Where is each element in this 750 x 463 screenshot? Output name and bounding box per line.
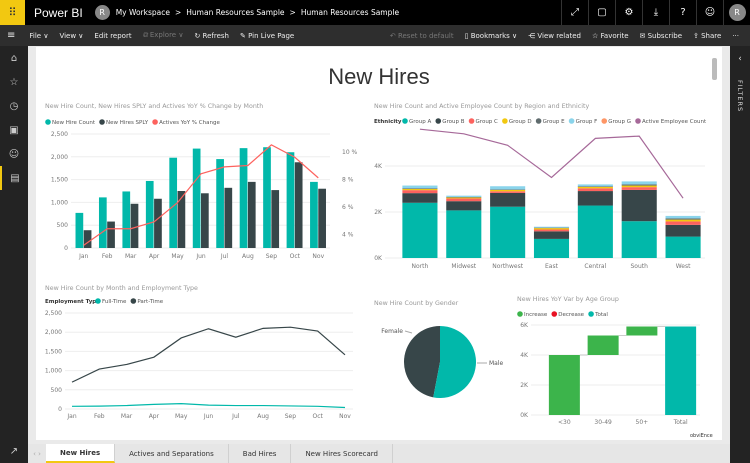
user-avatar[interactable]: R [723, 0, 750, 25]
reset-label: Reset to default [397, 31, 454, 40]
comment-icon[interactable]: ▢ [588, 0, 615, 25]
report-page: New Hires [36, 47, 722, 440]
help-icon[interactable]: ? [669, 0, 696, 25]
filters-label: FILTERS [736, 80, 744, 113]
view-menu[interactable]: View ∨ [59, 31, 84, 40]
app-launcher-icon[interactable]: ⠿ [0, 0, 25, 25]
pin-label: Pin Live Page [248, 31, 295, 40]
subscribe-label: Subscribe [647, 31, 683, 40]
chevron-right-icon: > [174, 8, 182, 17]
app-name: Power BI [34, 5, 83, 20]
toolbar: ≡ File ∨ View ∨ Edit report ⧉ Explore ∨ … [0, 25, 750, 46]
breadcrumb-item[interactable]: Human Resources Sample [300, 8, 400, 17]
breadcrumb-workspace[interactable]: My Workspace [115, 8, 170, 17]
refresh-label: Refresh [202, 31, 229, 40]
tab-actives-and-separations[interactable]: Actives and Separations [115, 444, 229, 463]
chevron-left-icon[interactable]: ‹ [738, 54, 742, 64]
top-bar: ⠿ Power BI R My Workspace > Human Resour… [0, 0, 750, 25]
reset-to-default-button[interactable]: ↶ Reset to default [389, 31, 454, 40]
workspace-avatar: R [94, 5, 110, 20]
chevron-right-icon: > [289, 8, 296, 17]
page-title: New Hires [328, 64, 430, 89]
gear-icon[interactable]: ⚙ [615, 0, 642, 25]
explore-menu[interactable]: ⧉ Explore ∨ [143, 31, 184, 40]
download-icon[interactable]: ⤓ [642, 0, 669, 25]
workspaces-icon[interactable]: ▤ [0, 166, 28, 190]
pin-icon: ✎ [239, 31, 249, 40]
view-related-button[interactable]: ⋲ View related [528, 31, 582, 40]
more-options-button[interactable]: ··· [732, 31, 739, 40]
explore-icon: ⧉ [142, 31, 150, 39]
breadcrumb-item[interactable]: Human Resources Sample [186, 8, 285, 17]
tab-new-hires[interactable]: New Hires [46, 444, 116, 463]
expand-icon[interactable]: ⤢ [561, 0, 588, 25]
tab-bad-hires[interactable]: Bad Hires [229, 444, 292, 463]
shared-icon[interactable]: ☺ [8, 148, 20, 160]
page-tabs: ‹ › New Hires Actives and Separations Ba… [28, 444, 730, 463]
home-icon[interactable]: ⌂ [10, 52, 18, 64]
tab-scroll-arrows[interactable]: ‹ › [33, 449, 41, 458]
scrollbar[interactable] [712, 58, 717, 80]
refresh-button[interactable]: ↻ Refresh [194, 32, 229, 40]
view-related-label: View related [537, 31, 582, 40]
bookmarks-label: Bookmarks ∨ [470, 31, 518, 40]
favorite-label: Favorite [600, 31, 629, 40]
favorites-icon[interactable]: ☆ [9, 76, 19, 88]
file-menu[interactable]: File ∨ [29, 31, 49, 40]
favorite-button[interactable]: ☆ Favorite [592, 31, 629, 40]
share-button[interactable]: ⇪ Share [693, 31, 722, 40]
breadcrumb: My Workspace > Human Resources Sample > … [116, 8, 399, 17]
hamburger-icon[interactable]: ≡ [7, 30, 16, 41]
open-external-icon[interactable]: ↗ [9, 445, 19, 457]
explore-label: Explore ∨ [149, 31, 184, 39]
recent-icon[interactable]: ◷ [9, 100, 19, 112]
smiley-icon[interactable]: ☺ [696, 0, 723, 25]
edit-report-button[interactable]: Edit report [94, 31, 132, 40]
share-label: Share [701, 31, 722, 40]
subscribe-button[interactable]: ✉ Subscribe [639, 31, 683, 40]
bookmarks-menu[interactable]: ▯ Bookmarks ∨ [464, 31, 518, 40]
filters-pane[interactable]: ‹ FILTERS [730, 46, 750, 463]
left-nav: ⌂ ☆ ◷ ▣ ☺ ▤ ↗ [0, 46, 28, 463]
tab-new-hires-scorecard[interactable]: New Hires Scorecard [291, 444, 393, 463]
pin-live-page-button[interactable]: ✎ Pin Live Page [240, 32, 294, 40]
avatar: R [728, 4, 746, 21]
refresh-icon: ↻ [194, 31, 203, 40]
apps-icon[interactable]: ▣ [9, 124, 19, 136]
